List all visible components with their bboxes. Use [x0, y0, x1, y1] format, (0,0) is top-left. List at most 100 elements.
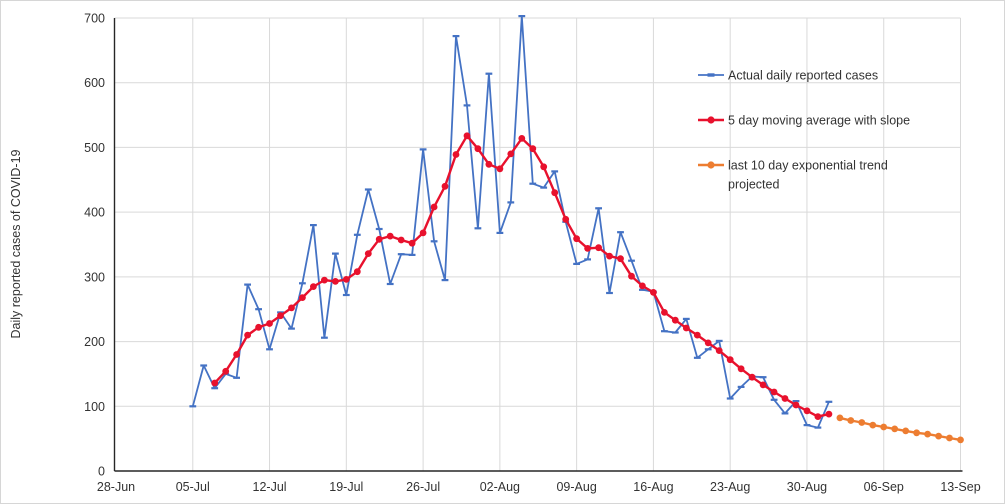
point-marker — [869, 421, 877, 429]
x-tick-label: 13-Sep — [940, 480, 980, 494]
point-marker — [518, 135, 526, 142]
point-marker — [540, 163, 548, 171]
point-marker — [748, 373, 756, 381]
point-marker — [781, 395, 789, 402]
y-tick-label: 200 — [84, 335, 105, 349]
point-marker — [474, 145, 482, 153]
point-marker — [507, 150, 515, 158]
point-marker — [759, 381, 767, 389]
legend-dot-marker-average — [707, 116, 715, 124]
plot-area: 0 100 200 300 400 500 600 700 28-Jun 05-Jul 12-Jul… — [84, 12, 981, 495]
point-marker — [628, 272, 635, 280]
point-marker — [880, 423, 888, 431]
point-marker — [913, 429, 920, 437]
point-marker — [375, 235, 383, 243]
point-marker — [277, 312, 284, 320]
point-marker — [430, 203, 438, 211]
point-marker — [419, 229, 427, 237]
legend-label-moving-average: 5 day moving average with slope — [728, 114, 910, 128]
legend-item-moving-average[interactable]: 5 day moving average with slope — [698, 114, 910, 128]
point-marker — [814, 413, 822, 420]
point-marker — [924, 430, 931, 438]
legend-dot-marker-projection — [707, 161, 715, 169]
point-marker — [891, 425, 899, 433]
x-tick-label: 19-Jul — [329, 480, 363, 494]
point-marker — [836, 414, 844, 422]
point-marker — [847, 417, 855, 424]
point-marker — [957, 436, 964, 444]
legend-label-actual: Actual daily reported cases — [728, 69, 878, 83]
series-actual-cases[interactable] — [189, 15, 833, 429]
legend-label-projection-line2: projected — [728, 178, 779, 192]
point-marker — [364, 250, 372, 257]
point-marker — [682, 324, 690, 332]
point-marker — [825, 410, 833, 418]
point-marker — [792, 401, 800, 409]
point-marker — [386, 232, 394, 240]
point-marker — [737, 365, 745, 373]
point-marker — [671, 316, 679, 324]
point-marker — [715, 347, 723, 354]
series-line — [839, 416, 961, 442]
point-marker — [397, 236, 405, 244]
x-tick-label: 06-Sep — [864, 480, 904, 494]
point-marker — [946, 434, 953, 442]
x-tick-label: 16-Aug — [633, 480, 673, 494]
point-marker — [770, 388, 778, 396]
point-marker — [661, 309, 668, 316]
x-tick-label: 26-Jul — [406, 480, 440, 494]
point-marker — [704, 339, 712, 347]
point-marker — [485, 160, 493, 168]
legend-item-actual[interactable]: Actual daily reported cases — [698, 69, 878, 83]
legend-label-projection-line1: last 10 day exponential trend — [728, 159, 888, 173]
point-marker — [529, 145, 537, 153]
y-tick-label: 100 — [84, 400, 105, 414]
point-marker — [551, 189, 559, 197]
x-tick-label: 05-Jul — [176, 480, 210, 494]
x-tick-label: 28-Jun — [97, 480, 135, 494]
point-marker — [408, 239, 416, 247]
point-marker — [332, 278, 339, 285]
series-projection[interactable] — [836, 414, 964, 444]
x-tick-label: 23-Aug — [710, 480, 750, 494]
series-moving-average[interactable] — [211, 132, 833, 420]
point-marker — [595, 244, 602, 252]
point-marker — [726, 356, 734, 364]
point-marker — [803, 407, 811, 415]
point-marker — [321, 276, 328, 284]
point-marker — [222, 367, 230, 375]
point-marker — [441, 182, 449, 190]
point-marker — [573, 235, 580, 243]
point-marker — [266, 320, 273, 327]
y-tick-label: 500 — [84, 141, 105, 155]
point-marker — [639, 282, 646, 290]
x-tick-label: 12-Jul — [253, 480, 287, 494]
point-marker — [353, 268, 361, 276]
point-marker — [452, 151, 460, 158]
legend-item-projection[interactable]: last 10 day exponential trend projected — [698, 159, 888, 192]
point-marker — [244, 331, 252, 339]
y-axis-title: Daily reported cases of COVID-19 — [9, 149, 23, 338]
point-marker — [288, 304, 295, 312]
y-tick-label: 600 — [84, 76, 105, 90]
point-marker — [211, 379, 219, 387]
point-marker — [463, 132, 471, 140]
point-marker — [299, 294, 306, 301]
y-tick-label: 400 — [84, 206, 105, 220]
point-marker — [562, 215, 570, 223]
y-tick-label: 0 — [98, 465, 105, 479]
point-marker — [693, 331, 701, 339]
x-tick-label: 02-Aug — [480, 480, 520, 494]
point-marker — [858, 419, 866, 426]
point-marker — [310, 283, 317, 290]
point-marker — [606, 252, 613, 260]
point-marker — [617, 255, 624, 263]
x-tick-label: 09-Aug — [556, 480, 596, 494]
y-tick-label: 300 — [84, 270, 105, 284]
point-marker — [255, 323, 262, 331]
point-marker — [902, 427, 910, 435]
point-marker — [496, 165, 504, 173]
point-marker — [584, 245, 591, 252]
